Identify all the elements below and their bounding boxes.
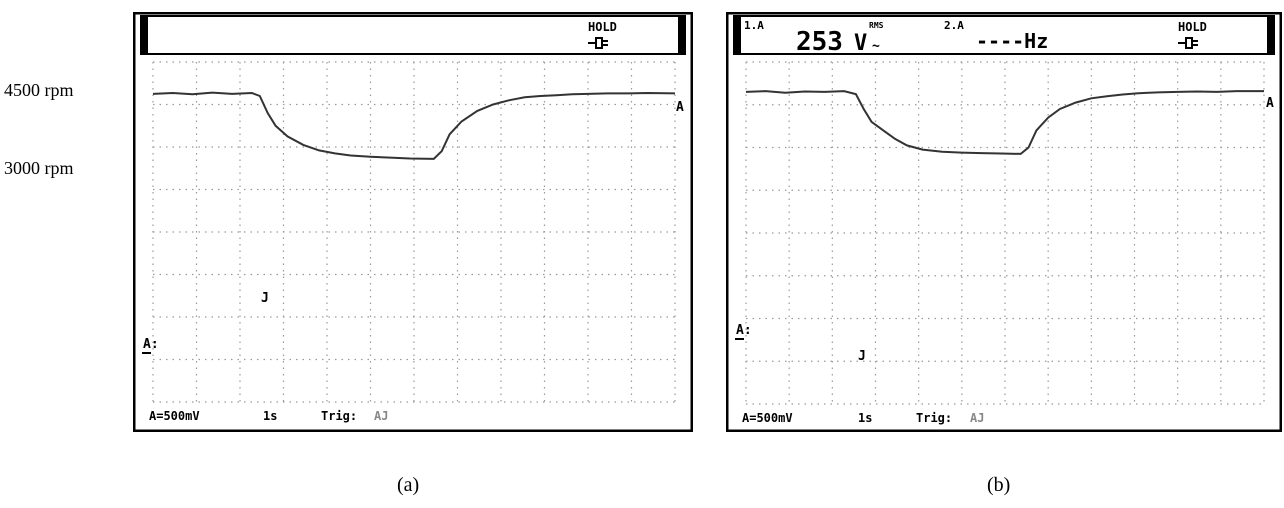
hold-label: HOLD <box>1178 20 1207 34</box>
range-readout: A=500mV <box>742 411 793 425</box>
header-right-block <box>1267 16 1274 54</box>
screen-frame <box>726 12 1282 432</box>
trigger-marker: J <box>858 349 866 364</box>
ground-marker-bar <box>735 338 744 340</box>
voltage-unit: V <box>854 31 867 56</box>
trig-source: AJ <box>374 409 388 423</box>
ground-marker-bar <box>142 352 151 354</box>
range-readout: A=500mV <box>149 409 200 423</box>
hold-label: HOLD <box>588 20 617 34</box>
hold-plug-icon <box>588 37 608 49</box>
trace-line <box>152 91 676 160</box>
ch2-label: 2.A <box>944 19 964 32</box>
rpm-label-low: 3000 rpm <box>4 158 74 178</box>
channel-marker: A <box>1266 96 1274 111</box>
trig-source: AJ <box>970 411 984 425</box>
ac-symbol: ~ <box>872 39 880 54</box>
rms-label: RMS <box>869 21 884 30</box>
ch1-label: 1.A <box>744 19 764 32</box>
frequency-reading: ----Hz <box>976 29 1048 53</box>
voltage-reading: 253 <box>796 27 843 57</box>
rpm-label-high: 4500 rpm <box>4 80 74 100</box>
timebase-readout: 1s <box>858 411 872 425</box>
caption-a: (a) <box>397 474 420 496</box>
channel-marker: A <box>676 100 684 115</box>
ground-marker: A: <box>736 323 752 338</box>
caption-b: (b) <box>987 474 1011 496</box>
hold-plug-icon <box>1178 37 1198 49</box>
oscilloscope-screen-a: HOLD A A: J A=500mV 1s Trig: AJ <box>133 12 693 432</box>
trace-line <box>745 90 1264 155</box>
trigger-marker: J <box>261 291 269 306</box>
header-left-block <box>734 16 741 54</box>
ground-marker: A: <box>143 337 159 352</box>
timebase-readout: 1s <box>263 409 277 423</box>
header-right-block <box>678 16 685 54</box>
screen-frame <box>133 12 693 432</box>
oscilloscope-screen-b: 1.A 253 V RMS ~ 2.A ----Hz HOLD A A: J A… <box>726 12 1282 432</box>
header-left-block <box>141 16 148 54</box>
trig-readout: Trig: <box>321 409 357 423</box>
grid <box>152 61 676 403</box>
trig-readout: Trig: <box>916 411 952 425</box>
